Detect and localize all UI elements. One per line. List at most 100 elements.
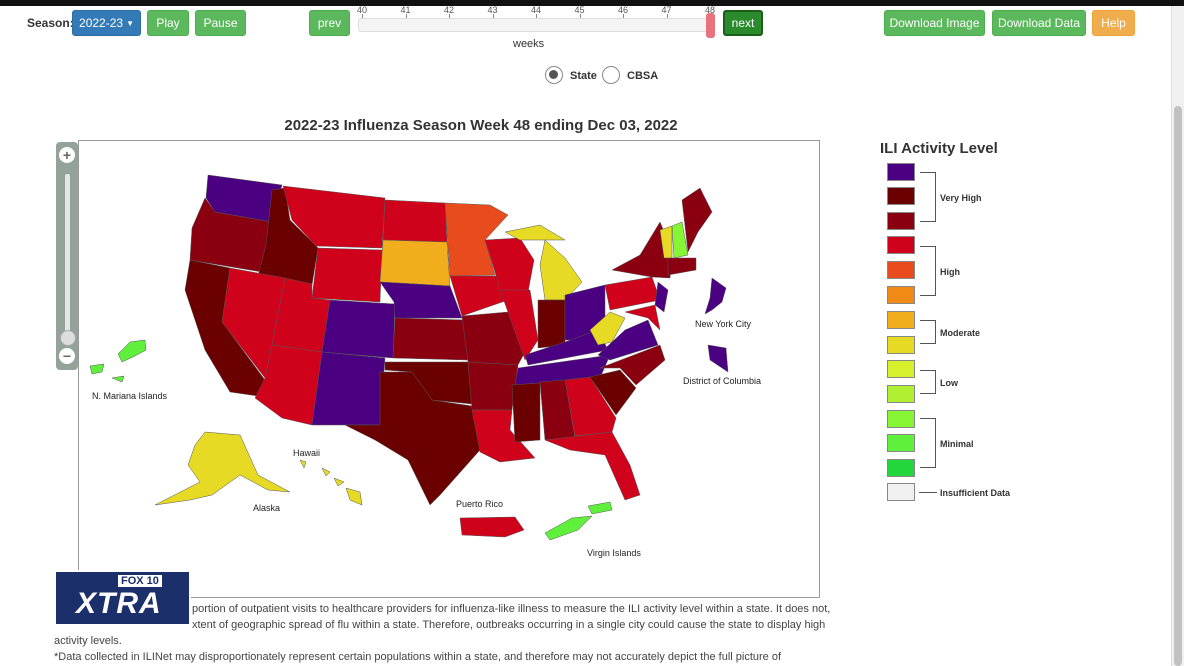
week-tick-44: 44: [530, 5, 542, 15]
week-tick-45: 45: [574, 5, 585, 15]
week-slider-handle[interactable]: [706, 13, 715, 38]
weeks-label: weeks: [513, 38, 545, 50]
page-scrollbar[interactable]: [1171, 6, 1184, 666]
note-line-2: xtent of geographic spread of flu within…: [192, 619, 826, 631]
week-tick-46: 46: [617, 5, 629, 15]
legend-swatch: [887, 311, 915, 329]
week-tick-mark: [579, 14, 581, 18]
week-tick-mark: [666, 14, 668, 18]
state-sd: [379, 239, 451, 287]
legend-swatch: [887, 434, 915, 452]
prev-button[interactable]: prev: [309, 10, 350, 36]
week-tick-43: 43: [487, 5, 498, 15]
week-tick-42: 42: [443, 5, 455, 15]
legend-swatch: [887, 483, 915, 501]
level-insufficient: Insufficient Data: [940, 488, 1011, 498]
state-wy: [311, 247, 383, 303]
legend-swatch: [887, 336, 915, 354]
map-title: 2022-23 Influenza Season Week 48 ending …: [284, 117, 678, 134]
level-moderate: Moderate: [940, 328, 981, 338]
note-line-4: *Data collected in ILINet may disproport…: [54, 651, 782, 663]
label-nyc: New York City: [695, 319, 752, 329]
state-va: [597, 319, 659, 361]
legend-swatch: [887, 212, 915, 230]
logo-fox: FOX 10: [118, 575, 162, 587]
level-very-high: Very High: [940, 193, 982, 203]
state-nm: [311, 351, 386, 426]
state-nc: [599, 344, 666, 386]
territory-pr: [459, 516, 525, 538]
download-data-button[interactable]: Download Data: [992, 10, 1086, 36]
zoom-in-button[interactable]: +: [59, 147, 75, 163]
week-tick-47: 47: [661, 5, 672, 15]
state-pa: [604, 276, 661, 311]
fox10-xtra-logo: FOX 10 XTRA: [54, 570, 191, 626]
state-md: [624, 304, 661, 331]
week-tick-41: 41: [400, 5, 411, 15]
legend-swatch: [887, 410, 915, 428]
state-ak: [154, 431, 291, 506]
label-virgin-islands: Virgin Islands: [587, 548, 641, 558]
territory-mariana: [89, 339, 147, 383]
state-tx: [344, 371, 481, 506]
week-tick-40: 40: [356, 5, 368, 15]
legend-swatch: [887, 236, 915, 254]
legend-swatch: [887, 385, 915, 403]
state-wv: [589, 311, 626, 346]
radio-cbsa[interactable]: [602, 66, 620, 84]
state-sc: [589, 369, 637, 416]
scrollbar-thumb[interactable]: [1174, 106, 1182, 666]
level-high: High: [940, 267, 960, 277]
label-hawaii: Hawaii: [293, 448, 321, 458]
week-tick-mark: [623, 14, 624, 18]
download-image-button[interactable]: Download Image: [884, 10, 985, 36]
legend-swatch: [887, 163, 915, 181]
state-nh: [671, 221, 689, 259]
radio-state[interactable]: [545, 66, 563, 84]
legend-swatch: [887, 286, 915, 304]
bracket-moderate: [920, 320, 936, 344]
state-mt: [282, 185, 386, 249]
zoom-knob[interactable]: [60, 330, 76, 346]
radio-state-label: State: [570, 70, 597, 82]
play-button[interactable]: Play: [147, 10, 189, 36]
zoom-control: + −: [56, 142, 78, 370]
zoom-track[interactable]: [65, 174, 70, 342]
legend-swatch: [887, 360, 915, 378]
state-me: [681, 187, 713, 253]
week-tick-mark: [449, 14, 450, 18]
state-la: [471, 409, 536, 463]
dc-inset: [707, 344, 729, 373]
map-frame[interactable]: [78, 140, 820, 598]
season-value: 2022-23: [79, 16, 124, 30]
help-button[interactable]: Help: [1092, 10, 1135, 36]
nyc-inset: [704, 277, 727, 315]
legend-title: ILI Activity Level: [880, 140, 998, 157]
label-dc: District of Columbia: [683, 376, 762, 386]
legend-swatch: [887, 459, 915, 477]
week-tick-mark: [492, 14, 494, 18]
top-bar: [0, 0, 1184, 6]
bracket-very-high: [920, 172, 936, 222]
state-ma: [667, 257, 697, 276]
pause-button[interactable]: Pause: [195, 10, 246, 36]
territory-vi: [544, 501, 613, 541]
level-low: Low: [940, 378, 958, 388]
next-button[interactable]: next: [723, 10, 763, 36]
dash-insufficient: [919, 492, 937, 493]
zoom-out-button[interactable]: −: [59, 348, 75, 364]
state-in: [537, 299, 566, 349]
note-line-1: portion of outpatient visits to healthca…: [192, 603, 831, 615]
state-nd: [382, 199, 448, 243]
radio-cbsa-label: CBSA: [627, 70, 659, 82]
state-co: [321, 299, 396, 359]
week-tick-mark: [362, 14, 363, 18]
legend-swatch: [887, 261, 915, 279]
note-line-3: activity levels.: [54, 635, 122, 647]
week-tick-mark: [536, 14, 537, 18]
season-dropdown[interactable]: 2022-23 ▼: [72, 10, 141, 36]
bracket-low: [920, 370, 936, 394]
state-nj: [654, 281, 669, 313]
state-il: [499, 289, 539, 361]
